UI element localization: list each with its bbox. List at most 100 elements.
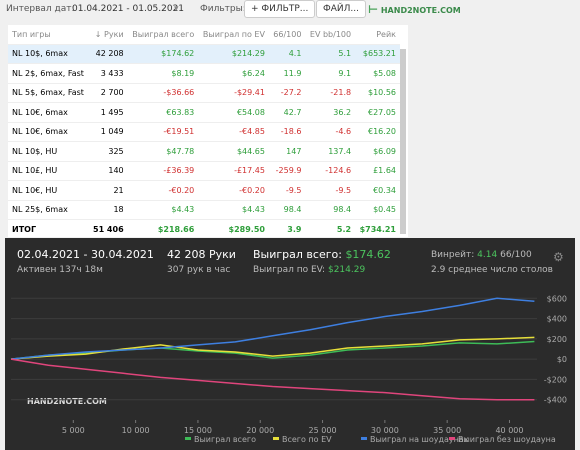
cell: 18 — [113, 205, 124, 215]
filter-text: ФИЛЬТР... — [261, 4, 309, 14]
cell: 3 433 — [100, 68, 124, 78]
table-row[interactable]: NL 10€, HU 21 -€0.20 -€0.20 -9.5 -9.5 €0.34 — [8, 180, 400, 201]
cell: $218.66 — [157, 224, 195, 234]
date-range[interactable]: 01.04.2021 - 01.05.2021 — [72, 4, 185, 14]
x-tick-label: 5 000 — [62, 426, 85, 435]
cell: -9.5 — [335, 185, 352, 195]
winrate-value: 4.14 — [477, 250, 498, 260]
table-row[interactable]: NL 5$, 6max, Fast 2 700 -$36.66 -$29.41 -27.… — [8, 83, 400, 103]
cell: NL 5$, 6max, Fast — [12, 88, 84, 98]
cell: 1 495 — [100, 107, 124, 117]
cell: 42.7 — [283, 107, 302, 117]
legend-swatch — [273, 437, 279, 440]
cell: -27.2 — [280, 88, 302, 98]
cell: NL 10£, HU — [12, 166, 58, 176]
table-panel: Тип игры ↓ Руки Выиграл всего Выиграл по EV… — [8, 25, 408, 237]
y-tick-label: -$400 — [544, 396, 567, 405]
cell: 51 406 — [93, 224, 124, 234]
y-tick-label: $400 — [547, 315, 567, 324]
legend-swatch — [361, 437, 367, 440]
table-row[interactable]: NL 10€, 6max 1 495 €63.83 €54.08 42.7 36.2 €27… — [8, 102, 400, 123]
filter-button[interactable]: + ФИЛЬТР... — [244, 0, 316, 18]
column-header[interactable]: Тип игры — [12, 29, 51, 39]
cell: 325 — [108, 146, 124, 156]
x-tick-label: 25 000 — [309, 426, 337, 435]
cell: $734.21 — [359, 224, 396, 234]
cell: $0.45 — [373, 205, 396, 215]
cell: -$29.41 — [234, 88, 265, 98]
header-row: Тип игры ↓ Руки Выиграл всего Выиграл по EV… — [8, 25, 400, 44]
x-tick-label: 30 000 — [371, 426, 399, 435]
ev-value: $214.29 — [327, 265, 366, 275]
cell: 5.1 — [338, 49, 352, 59]
legend-swatch — [449, 437, 455, 440]
cell: 2 700 — [100, 88, 124, 98]
legend-label: Выиграл всего — [194, 435, 256, 444]
cell: -€0.20 — [168, 185, 195, 195]
cell: NL 2$, 6max, Fast — [12, 68, 84, 78]
cell: ИТОГ — [12, 224, 37, 234]
settings-icon[interactable]: ⚙ — [553, 250, 564, 264]
cell: $6.24 — [242, 68, 265, 78]
dropdown-arrow[interactable]: ▾ — [174, 4, 179, 14]
cell: 21 — [113, 185, 124, 195]
y-tick-label: -$200 — [544, 375, 567, 384]
table-row[interactable]: NL 25$, 6max 18 $4.43 $4.43 98.4 98.4 $0.45 — [8, 200, 400, 220]
cell: $47.78 — [166, 146, 195, 156]
cell: $214.29 — [231, 49, 265, 59]
cell: 98.4 — [283, 205, 302, 215]
total-row[interactable]: ИТОГ 51 406 $218.66 $289.50 3.9 5.2 $734.21 — [8, 219, 400, 239]
column-header[interactable]: EV bb/100 — [309, 29, 352, 39]
cell: 5.2 — [336, 224, 352, 234]
ev: Выиграл по EV: $214.29 — [253, 265, 365, 275]
column-header[interactable]: Выиграл по EV — [202, 29, 265, 39]
cell: NL 10€, HU — [12, 185, 58, 195]
graph-panel: 02.04.2021 - 30.04.2021 Активен 137ч 18м… — [5, 238, 575, 450]
cell: $10.56 — [368, 88, 396, 98]
cell: -259.9 — [275, 166, 302, 176]
cell: 137.4 — [328, 146, 352, 156]
cell: 4.1 — [288, 49, 302, 59]
cell: €16.20 — [368, 127, 396, 137]
column-header[interactable]: ↓ Руки — [94, 29, 124, 39]
cell: NL 10$, HU — [12, 146, 58, 156]
file-button[interactable]: ФАЙЛ... — [316, 0, 366, 18]
series-line — [10, 297, 535, 360]
cell: 11.9 — [283, 68, 302, 78]
cell: NL 10$, 6max — [12, 49, 68, 59]
stats-table: Тип игры ↓ Руки Выиграл всего Выиграл по EV… — [8, 25, 400, 239]
cell: €63.83 — [166, 107, 195, 117]
table-row[interactable]: NL 10$, 6max 42 208 $174.62 $214.29 4.1 5.1 $6… — [8, 44, 400, 64]
column-header[interactable]: Рейк — [376, 29, 396, 39]
cell: 98.4 — [333, 205, 352, 215]
legend-label: Выиграл на шоудаунах — [370, 435, 469, 444]
y-tick-label: $600 — [547, 294, 567, 303]
column-header[interactable]: Выиграл всего — [132, 29, 195, 39]
cell: -$36.66 — [163, 88, 195, 98]
cell: -4.6 — [335, 127, 352, 137]
cell: $8.19 — [171, 68, 195, 78]
table-row[interactable]: NL 10£, HU 140 -£36.39 -£17.45 -259.9 -124.6 £… — [8, 161, 400, 181]
column-header[interactable]: 66/100 — [273, 29, 302, 39]
cell: NL 10€, 6max — [12, 107, 68, 117]
winrate-label: Винрейт: — [431, 250, 475, 260]
logo: ⊢ HAND2NOTE.COM — [368, 3, 461, 16]
cell: 36.2 — [333, 107, 352, 117]
table-row[interactable]: NL 10$, HU 325 $47.78 $44.65 147 137.4 $6.09 — [8, 141, 400, 162]
cell: €54.08 — [236, 107, 265, 117]
cell: $653.21 — [362, 49, 396, 59]
x-tick-label: 40 000 — [495, 426, 523, 435]
date-label: Интервал дат: — [6, 4, 75, 14]
hands: 42 208 Руки — [167, 248, 236, 261]
scrollbar[interactable] — [400, 49, 406, 234]
cell: -£36.39 — [163, 166, 195, 176]
cell: £1.64 — [373, 166, 396, 176]
tables: 2.9 среднее число столов — [431, 265, 553, 275]
cell: -18.6 — [280, 127, 302, 137]
table-row[interactable]: NL 2$, 6max, Fast 3 433 $8.19 $6.24 11.9 9.1 $… — [8, 63, 400, 84]
active: Активен 137ч 18м — [17, 265, 103, 275]
table-row[interactable]: NL 10€, 6max 1 049 -€19.51 -€4.85 -18.6 -4.6 €… — [8, 122, 400, 142]
winrate: Винрейт: 4.14 66/100 — [431, 250, 532, 260]
cell: -€19.51 — [163, 127, 195, 137]
